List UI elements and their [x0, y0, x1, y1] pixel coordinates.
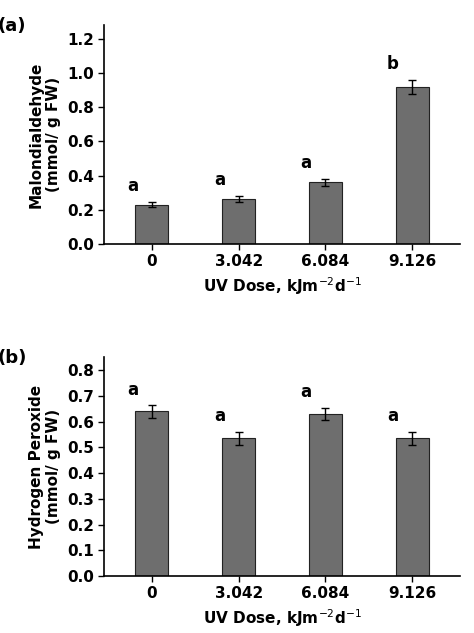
- X-axis label: UV Dose, kJm$^{-2}$d$^{-1}$: UV Dose, kJm$^{-2}$d$^{-1}$: [202, 607, 362, 629]
- Text: a: a: [128, 380, 138, 399]
- Text: (b): (b): [0, 349, 27, 367]
- Text: a: a: [387, 408, 399, 425]
- Text: a: a: [301, 154, 312, 172]
- Bar: [136, 411, 168, 576]
- Bar: [396, 87, 428, 244]
- Bar: [396, 439, 428, 576]
- Bar: [222, 199, 255, 244]
- Bar: [222, 439, 255, 576]
- Text: a: a: [214, 171, 225, 189]
- Text: a: a: [301, 383, 312, 401]
- Text: (a): (a): [0, 16, 26, 35]
- Text: a: a: [214, 408, 225, 425]
- Text: a: a: [128, 177, 138, 196]
- Y-axis label: Hydrogen Peroxide
(mmol/ g FW): Hydrogen Peroxide (mmol/ g FW): [29, 385, 61, 549]
- Bar: [309, 414, 342, 576]
- Bar: [136, 204, 168, 244]
- Y-axis label: Malondialdehyde
(mmol/ g FW): Malondialdehyde (mmol/ g FW): [29, 61, 61, 208]
- Text: b: b: [387, 56, 399, 73]
- X-axis label: UV Dose, kJm$^{-2}$d$^{-1}$: UV Dose, kJm$^{-2}$d$^{-1}$: [202, 275, 362, 296]
- Bar: [309, 182, 342, 244]
